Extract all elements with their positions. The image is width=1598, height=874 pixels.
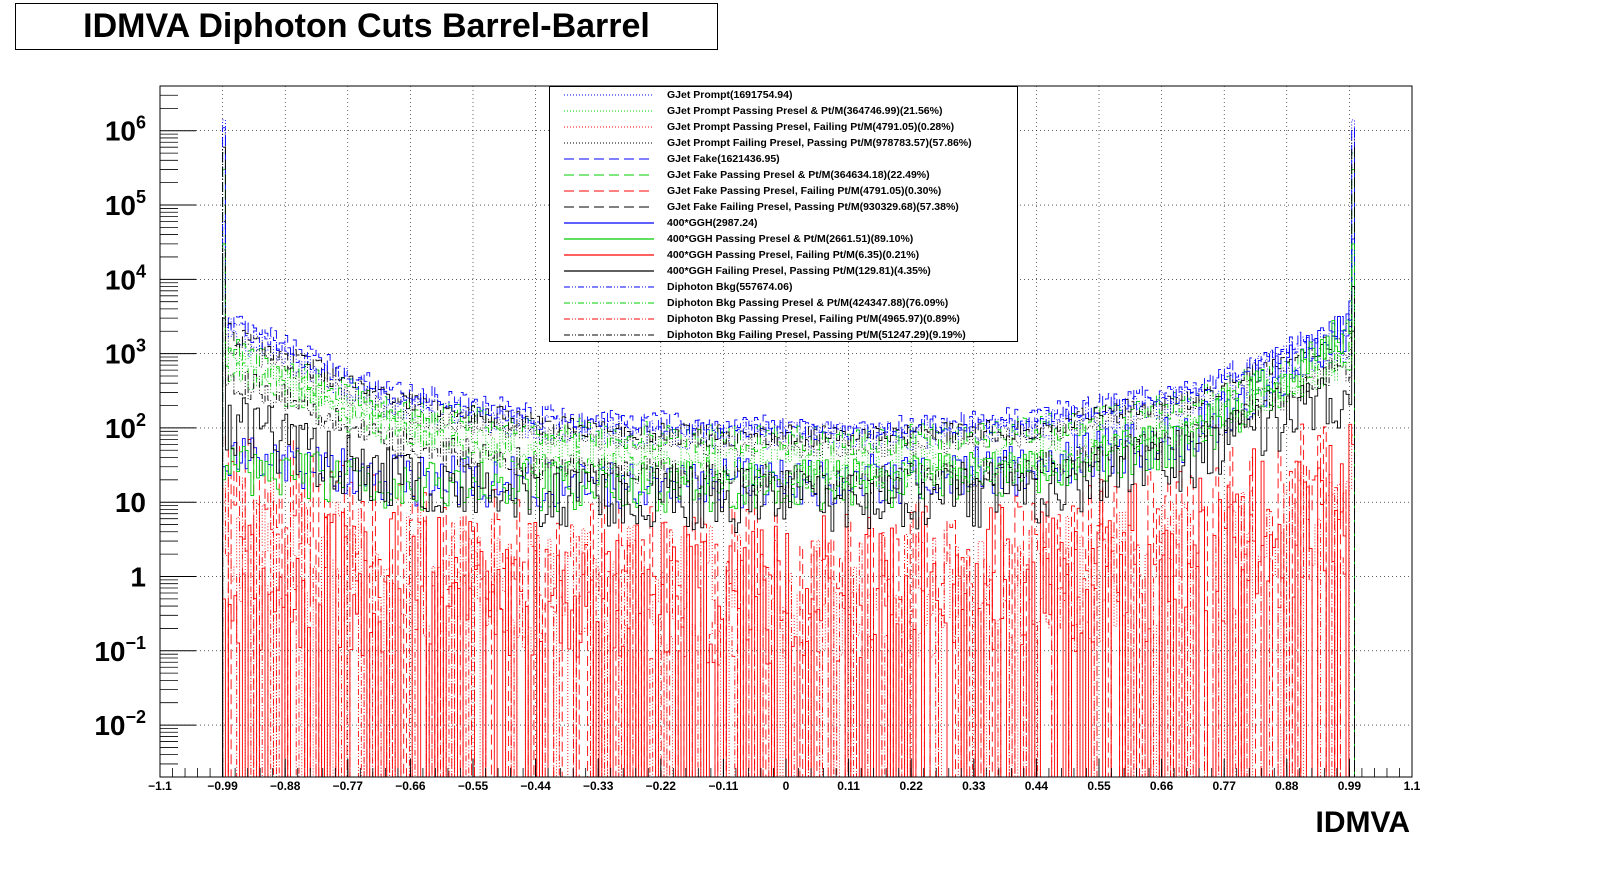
y-tick-label: 1 bbox=[130, 561, 146, 592]
legend-entry: Diphoton Bkg Passing Presel & Pt/M(42434… bbox=[550, 295, 1017, 311]
chart-title-box: IDMVA Diphoton Cuts Barrel-Barrel bbox=[15, 3, 718, 50]
legend-swatch bbox=[564, 286, 654, 288]
legend-entry: GJet Prompt Failing Presel, Passing Pt/M… bbox=[550, 135, 1017, 151]
legend-swatch bbox=[564, 158, 654, 160]
y-tick-label: 10−1 bbox=[94, 633, 146, 667]
x-tick-label: 0 bbox=[783, 779, 790, 793]
x-tick-label: −0.77 bbox=[333, 779, 364, 793]
x-tick-label: −0.88 bbox=[270, 779, 301, 793]
data-series bbox=[222, 119, 1355, 778]
histogram-series bbox=[222, 169, 1355, 777]
y-tick-label: 104 bbox=[105, 261, 146, 295]
y-tick-label: 102 bbox=[105, 410, 146, 444]
x-tick-label: −0.33 bbox=[583, 779, 614, 793]
x-tick-label: −0.44 bbox=[520, 779, 551, 793]
legend-label: 400*GGH Passing Presel & Pt/M(2661.51)(8… bbox=[667, 233, 914, 245]
x-tick-label: −1.1 bbox=[148, 779, 172, 793]
legend-label: GJet Prompt Failing Presel, Passing Pt/M… bbox=[667, 137, 972, 149]
x-axis-title: IDMVA bbox=[1315, 806, 1410, 839]
legend-swatch bbox=[564, 270, 654, 272]
histogram-series bbox=[222, 152, 1355, 777]
y-tick-label: 106 bbox=[105, 113, 146, 147]
histogram-series bbox=[222, 249, 1355, 777]
x-tick-label: −0.22 bbox=[646, 779, 677, 793]
legend-swatch bbox=[564, 302, 654, 304]
legend-entry: Diphoton Bkg Passing Presel, Failing Pt/… bbox=[550, 311, 1017, 327]
legend-swatch bbox=[564, 334, 654, 336]
legend-entry: GJet Prompt Passing Presel & Pt/M(364746… bbox=[550, 103, 1017, 119]
x-tick-label: 0.77 bbox=[1213, 779, 1237, 793]
grid-lines bbox=[159, 86, 1413, 777]
legend-label: GJet Prompt Passing Presel & Pt/M(364746… bbox=[667, 105, 943, 117]
legend-label: 400*GGH Passing Presel, Failing Pt/M(6.3… bbox=[667, 249, 920, 261]
legend-label: GJet Prompt(1691754.94) bbox=[667, 89, 793, 101]
legend-label: GJet Fake Passing Presel & Pt/M(364634.1… bbox=[667, 169, 930, 181]
legend: GJet Prompt(1691754.94) GJet Prompt Passi… bbox=[549, 86, 1018, 342]
legend-label: Diphoton Bkg Passing Presel, Failing Pt/… bbox=[667, 313, 960, 325]
legend-label: Diphoton Bkg(557674.06) bbox=[667, 281, 793, 293]
x-tick-label: 0.99 bbox=[1338, 779, 1362, 793]
histogram-series bbox=[222, 221, 1355, 777]
legend-swatch bbox=[564, 318, 654, 320]
x-tick-label: 1.1 bbox=[1404, 779, 1421, 793]
legend-swatch bbox=[564, 94, 654, 96]
histogram-series bbox=[222, 133, 1355, 777]
x-tick-label: −0.11 bbox=[709, 779, 739, 793]
legend-entry: 400*GGH Passing Presel, Failing Pt/M(6.3… bbox=[550, 247, 1017, 263]
x-tick-label: 0.11 bbox=[837, 779, 860, 793]
legend-swatch bbox=[564, 222, 654, 224]
legend-label: Diphoton Bkg Failing Presel, Passing Pt/… bbox=[667, 329, 966, 341]
chart-title: IDMVA Diphoton Cuts Barrel-Barrel bbox=[83, 7, 650, 45]
legend-label: 400*GGH Failing Presel, Passing Pt/M(129… bbox=[667, 265, 931, 277]
legend-label: GJet Fake Passing Presel, Failing Pt/M(4… bbox=[667, 185, 942, 197]
legend-entry: 400*GGH Failing Presel, Passing Pt/M(129… bbox=[550, 263, 1017, 279]
histogram-series bbox=[222, 474, 1355, 778]
legend-label: GJet Prompt Passing Presel, Failing Pt/M… bbox=[667, 121, 955, 133]
x-tick-label: −0.66 bbox=[395, 779, 426, 793]
legend-label: Diphoton Bkg Passing Presel & Pt/M(42434… bbox=[667, 297, 949, 309]
legend-swatch bbox=[564, 142, 654, 144]
legend-entry: Diphoton Bkg(557674.06) bbox=[550, 279, 1017, 295]
legend-entry: 400*GGH Passing Presel & Pt/M(2661.51)(8… bbox=[550, 231, 1017, 247]
histogram-series bbox=[222, 146, 1355, 777]
x-tick-label: −0.55 bbox=[458, 779, 489, 793]
legend-swatch bbox=[564, 110, 654, 112]
legend-swatch bbox=[564, 174, 654, 176]
legend-swatch bbox=[564, 190, 654, 192]
x-tick-label: 0.22 bbox=[900, 779, 924, 793]
legend-swatch bbox=[564, 238, 654, 240]
legend-swatch bbox=[564, 254, 654, 256]
legend-label: 400*GGH(2987.24) bbox=[667, 217, 758, 229]
legend-entry: Diphoton Bkg Failing Presel, Passing Pt/… bbox=[550, 327, 1017, 343]
x-tick-label: 0.55 bbox=[1087, 779, 1111, 793]
axes: −1.1 −0.99 −0.88 −0.77 −0.66 −0.55 −0.44 −0.33 −… bbox=[94, 85, 1421, 793]
legend-entry: GJet Prompt(1691754.94) bbox=[550, 87, 1017, 103]
x-tick-label: 0.44 bbox=[1025, 779, 1049, 793]
y-tick-label: 10 bbox=[115, 487, 146, 518]
y-tick-label: 10−2 bbox=[94, 707, 146, 741]
legend-entry: 400*GGH(2987.24) bbox=[550, 215, 1017, 231]
legend-label: GJet Fake Failing Presel, Passing Pt/M(9… bbox=[667, 201, 959, 213]
x-tick-label: 0.33 bbox=[962, 779, 986, 793]
y-tick-label: 105 bbox=[105, 187, 146, 221]
x-tick-label: −0.99 bbox=[207, 779, 238, 793]
legend-entry: GJet Fake(1621436.95) bbox=[550, 151, 1017, 167]
x-tick-label: 0.66 bbox=[1150, 779, 1174, 793]
y-tick-label: 103 bbox=[105, 336, 146, 370]
legend-entry: GJet Fake Passing Presel, Failing Pt/M(4… bbox=[550, 183, 1017, 199]
legend-label: GJet Fake(1621436.95) bbox=[667, 153, 780, 165]
legend-entry: GJet Fake Failing Presel, Passing Pt/M(9… bbox=[550, 199, 1017, 215]
legend-swatch bbox=[564, 126, 654, 128]
legend-entry: GJet Fake Passing Presel & Pt/M(364634.1… bbox=[550, 167, 1017, 183]
x-tick-label: 0.88 bbox=[1275, 779, 1299, 793]
legend-entry: GJet Prompt Passing Presel, Failing Pt/M… bbox=[550, 119, 1017, 135]
legend-swatch bbox=[564, 206, 654, 208]
